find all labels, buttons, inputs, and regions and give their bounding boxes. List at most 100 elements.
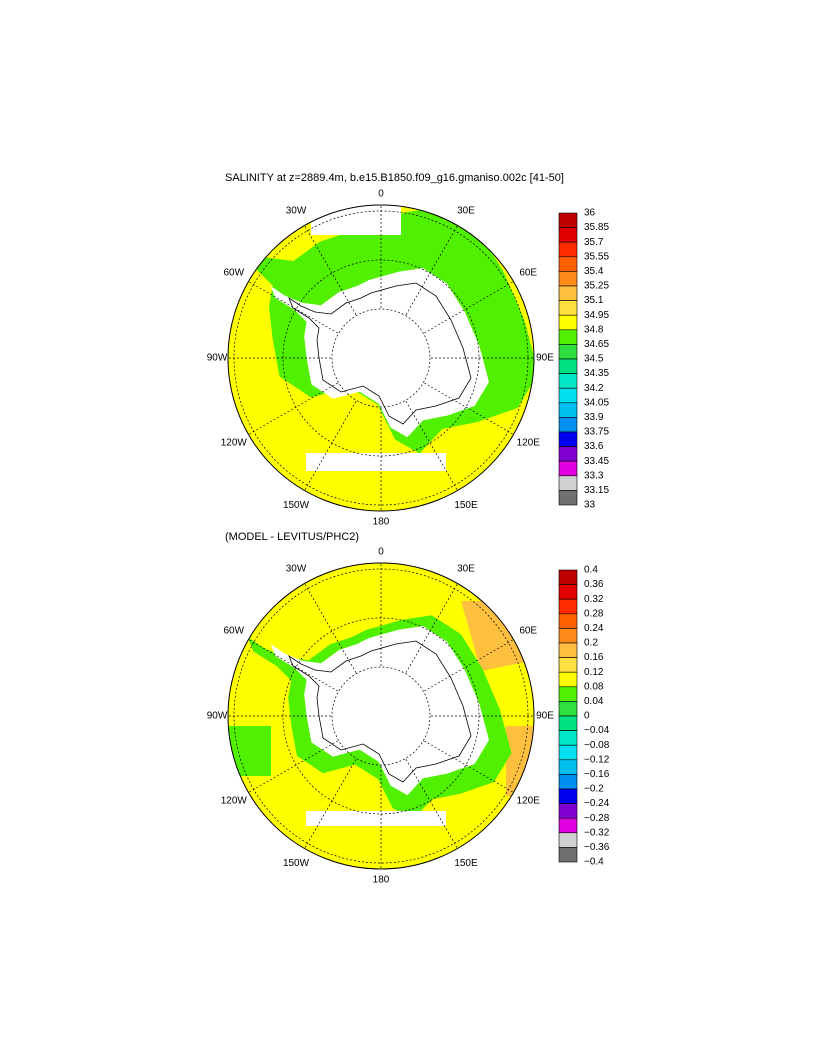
- colorbar-box: [558, 446, 578, 462]
- colorbar-box: [558, 569, 578, 585]
- colorbar-box: [558, 701, 578, 717]
- colorbar-label: −0.24: [584, 798, 610, 809]
- meridian: [304, 583, 357, 673]
- longitude-label: 150E: [454, 500, 478, 511]
- longitude-label: 180: [373, 875, 390, 886]
- colorbar-label: 35.85: [584, 222, 609, 233]
- colorbar-box: [558, 387, 578, 404]
- colorbar-box: [558, 329, 578, 345]
- colorbar-label: 33.3: [584, 470, 604, 481]
- colorbar-label: 34.95: [584, 310, 609, 321]
- colorbar-label: −0.04: [584, 725, 610, 736]
- colorbar-box: [558, 300, 578, 316]
- map-border: [227, 204, 535, 512]
- field-white: [306, 811, 446, 826]
- colorbar-label: −0.28: [584, 813, 610, 824]
- colorbar-label: 34.5: [584, 354, 604, 365]
- colorbar-label: 33.6: [584, 441, 604, 452]
- colorbar-label: 0.04: [584, 696, 604, 707]
- colorbar-label: 34.2: [584, 383, 604, 394]
- colorbar-label: 0.32: [584, 594, 604, 605]
- longitude-label: 60E: [519, 268, 537, 279]
- longitude-label: 0: [378, 547, 384, 558]
- field-white: [311, 205, 401, 235]
- colorbar-box: [558, 475, 578, 491]
- colorbar-box: [558, 241, 578, 258]
- meridian: [405, 225, 458, 315]
- colorbar-label: 0.28: [584, 608, 604, 619]
- colorbar-label: 33.9: [584, 412, 604, 423]
- colorbar-label: −0.2: [584, 784, 604, 795]
- colorbar-box: [558, 730, 578, 746]
- map-panel: (MODEL - LEVITUS/PHC2) 0 30E 60E 90E 120E 150E…: [207, 531, 610, 886]
- panel-title: (MODEL - LEVITUS/PHC2): [225, 531, 359, 543]
- meridian: [248, 740, 338, 793]
- meridian: [405, 583, 458, 673]
- colorbar-label: 33.15: [584, 485, 609, 496]
- longitude-label: 90E: [536, 711, 554, 722]
- colorbar-label: 0.2: [584, 638, 598, 649]
- colorbar-label: 34.8: [584, 324, 604, 335]
- panel-title: SALINITY at z=2889.4m, b.e15.B1850.f09_g…: [225, 172, 564, 184]
- colorbar-box: [558, 212, 578, 228]
- colorbar-label: 35.4: [584, 266, 604, 277]
- meridian: [248, 639, 338, 692]
- colorbar-label: 35.25: [584, 281, 609, 292]
- colorbar-box: [558, 417, 578, 433]
- colorbar-box: [558, 774, 578, 790]
- colorbar-box: [558, 402, 578, 418]
- latitude-circle: [331, 666, 431, 766]
- colorbar-box: [558, 788, 578, 804]
- meridian: [304, 225, 357, 315]
- field-white: [306, 453, 446, 471]
- longitude-label: 120E: [517, 796, 541, 807]
- meridian: [248, 382, 338, 435]
- colorbar-label: −0.12: [584, 754, 610, 765]
- longitude-label: 90E: [536, 353, 554, 364]
- colorbar-label: −0.16: [584, 769, 610, 780]
- longitude-label: 180: [373, 517, 390, 528]
- longitude-label: 150E: [454, 858, 478, 869]
- map-border: [227, 562, 535, 870]
- colorbar-label: 36: [584, 208, 596, 219]
- colorbar-box: [558, 686, 578, 702]
- colorbar-box: [558, 373, 578, 389]
- colorbar-label: 35.7: [584, 237, 604, 248]
- colorbar-label: 34.65: [584, 339, 609, 350]
- meridian: [424, 281, 514, 334]
- map-field: [228, 205, 534, 511]
- colorbar-box: [558, 817, 578, 834]
- longitude-label: 60W: [223, 626, 244, 637]
- colorbar-box: [558, 715, 578, 731]
- longitude-label: 60E: [519, 626, 537, 637]
- colorbar-label: 0: [584, 711, 590, 722]
- colorbar-box: [558, 314, 578, 331]
- colorbar-label: 35.55: [584, 251, 609, 262]
- map-panel: SALINITY at z=2889.4m, b.e15.B1850.f09_g…: [207, 172, 610, 528]
- colorbar-box: [558, 642, 578, 658]
- longitude-label: 30E: [457, 205, 475, 216]
- colorbar-box: [558, 744, 578, 761]
- colorbar-box: [558, 847, 578, 863]
- colorbar-box: [558, 227, 578, 243]
- colorbar-box: [558, 832, 578, 848]
- longitude-label: 30W: [286, 205, 307, 216]
- meridian: [405, 401, 458, 491]
- colorbar-box: [558, 803, 578, 819]
- meridian: [304, 401, 357, 491]
- field-orange: [506, 726, 534, 796]
- colorbar-box: [558, 759, 578, 775]
- antarctica: [288, 640, 472, 783]
- colorbar-label: 0.16: [584, 652, 604, 663]
- field-green: [228, 726, 271, 776]
- colorbar-box: [558, 358, 578, 374]
- colorbar-box: [558, 271, 578, 287]
- colorbar-box: [558, 490, 578, 506]
- longitude-label: 90W: [207, 711, 228, 722]
- colorbar-box: [558, 598, 578, 615]
- colorbar-box: [558, 657, 578, 673]
- colorbar-box: [558, 285, 578, 301]
- longitude-label: 0: [378, 189, 384, 200]
- longitude-label: 90W: [207, 353, 228, 364]
